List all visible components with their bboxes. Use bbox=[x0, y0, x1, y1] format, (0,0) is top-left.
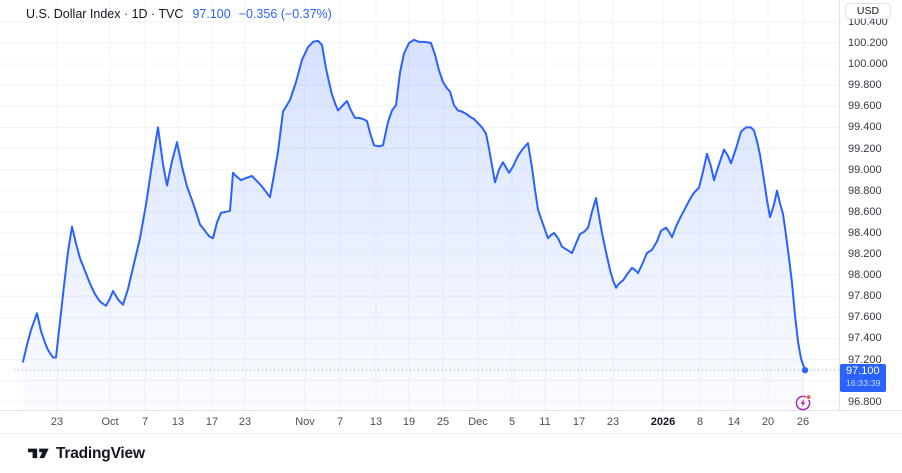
chart-canvas[interactable] bbox=[0, 0, 839, 410]
price-line bbox=[22, 38, 806, 372]
area-fill bbox=[23, 39, 805, 410]
time-axis-label: 8 bbox=[696, 416, 704, 428]
time-axis-label: 23 bbox=[606, 416, 620, 428]
time-axis-label: 23 bbox=[238, 416, 252, 428]
time-axis-label: 7 bbox=[141, 416, 149, 428]
time-axis-label: 23 bbox=[50, 416, 64, 428]
price-axis-label: 98.200 bbox=[848, 248, 882, 261]
symbol-legend: U.S. Dollar Index · 1D · TVC 97.100 −0.3… bbox=[26, 7, 332, 21]
price-axis-label: 98.000 bbox=[848, 269, 882, 282]
last-price-badge: 97.100 16:33:39 bbox=[840, 363, 886, 392]
legend-values: 97.100 −0.356 (−0.37%) bbox=[192, 7, 331, 21]
last-price-value: 97.100 bbox=[192, 7, 231, 21]
market-status-button[interactable] bbox=[794, 393, 813, 412]
price-axis-label: 97.800 bbox=[848, 290, 882, 303]
tradingview-logo[interactable]: TradingView bbox=[28, 445, 145, 463]
time-axis-label: 17 bbox=[572, 416, 586, 428]
time-axis-label: Dec bbox=[468, 416, 488, 428]
badge-price: 97.100 bbox=[846, 364, 880, 377]
time-axis-label: Oct bbox=[101, 416, 119, 428]
time-axis-label: 20 bbox=[761, 416, 775, 428]
currency-button[interactable]: USD bbox=[845, 3, 891, 19]
time-axis[interactable]: 23 Oct 7 13 17 23 Nov 7 13 19 25 Dec 5 11 17 23 2026 8 14 2… bbox=[0, 410, 902, 433]
time-axis-label: Nov bbox=[295, 416, 315, 428]
time-axis-label: 19 bbox=[402, 416, 416, 428]
price-axis-label: 99.000 bbox=[848, 163, 882, 176]
price-axis-label: 98.600 bbox=[848, 205, 882, 218]
price-chart[interactable]: U.S. Dollar Index · 1D · TVC 97.100 −0.3… bbox=[0, 0, 839, 412]
price-axis-label: 97.600 bbox=[848, 311, 882, 324]
time-axis-label: 2026 bbox=[650, 416, 676, 428]
time-axis-label: 26 bbox=[796, 416, 810, 428]
badge-countdown: 16:33:39 bbox=[846, 377, 881, 388]
last-price-dot bbox=[801, 366, 809, 374]
price-axis-label: 99.600 bbox=[848, 100, 882, 113]
price-axis-label: 97.400 bbox=[848, 332, 882, 345]
lightning-icon bbox=[795, 394, 812, 411]
time-axis-label: 17 bbox=[205, 416, 219, 428]
time-axis-label: 14 bbox=[727, 416, 741, 428]
time-axis-label: 13 bbox=[171, 416, 185, 428]
price-change-value: −0.356 (−0.37%) bbox=[238, 7, 332, 21]
price-axis-label: 99.400 bbox=[848, 121, 882, 134]
time-axis-label: 7 bbox=[336, 416, 344, 428]
footer: TradingView bbox=[0, 433, 902, 473]
red-notification-dot bbox=[805, 394, 812, 400]
time-axis-label: 25 bbox=[436, 416, 450, 428]
time-axis-label: 5 bbox=[508, 416, 516, 428]
price-axis-label: 98.400 bbox=[848, 226, 882, 239]
price-axis-label: 96.800 bbox=[848, 395, 882, 408]
price-axis-label: 99.800 bbox=[848, 79, 882, 92]
price-axis-label: 100.000 bbox=[848, 58, 888, 71]
time-axis-label: 13 bbox=[369, 416, 383, 428]
tradingview-logo-mark bbox=[28, 448, 49, 459]
price-axis-label: 97.200 bbox=[848, 353, 882, 366]
price-axis-label: 100.200 bbox=[848, 36, 888, 49]
price-axis-label: 99.200 bbox=[848, 142, 882, 155]
time-axis-label: 11 bbox=[539, 416, 551, 428]
price-axis[interactable]: USD 97.100 16:33:39 100.400 100.200 100.00… bbox=[839, 0, 902, 410]
price-axis-label: 98.800 bbox=[848, 184, 882, 197]
symbol-title[interactable]: U.S. Dollar Index · 1D · TVC bbox=[26, 7, 184, 21]
tradingview-logo-text: TradingView bbox=[56, 444, 145, 462]
lightning-bolt bbox=[800, 398, 806, 408]
